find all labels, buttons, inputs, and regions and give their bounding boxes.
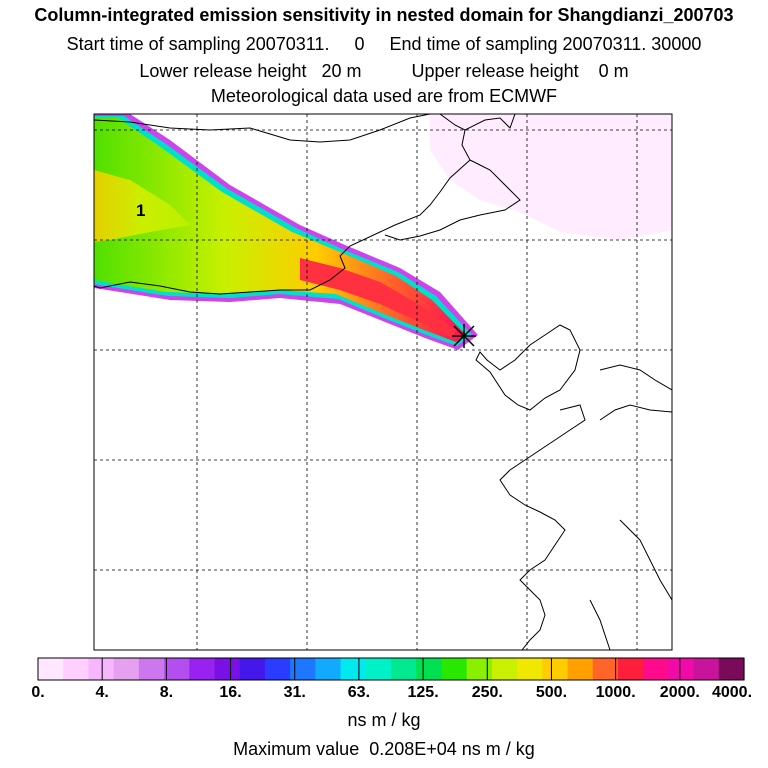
colorbar-swatch (416, 658, 443, 680)
colorbar-swatch (693, 658, 720, 680)
colorbar-tick-label: 8. (159, 684, 174, 701)
colorbar-tick-label: 125. (407, 684, 439, 701)
colorbar-swatch (290, 658, 316, 680)
colorbar-swatch (315, 658, 342, 680)
colorbar-swatch (643, 658, 669, 680)
colorbar-swatch (466, 658, 493, 680)
bay-coast-north (94, 114, 471, 295)
sampling-time-line: Start time of sampling 20070311. 0 End t… (66, 34, 702, 54)
colorbar-swatch (617, 658, 644, 680)
map-frame (93, 113, 673, 651)
background-sensitivity-region (430, 114, 672, 240)
colorbar-swatch (668, 658, 695, 680)
colorbar-frame (37, 657, 745, 681)
colorbar-tick-label: 63. (347, 684, 371, 701)
met-data-line: Meteorological data used are from ECMWF (210, 86, 558, 106)
colorbar-swatch (592, 658, 619, 680)
colorbar-swatch (138, 658, 165, 680)
coastlines (94, 114, 672, 650)
colorbar-tick-label: 2000. (659, 684, 700, 701)
colorbar-tick-label: 500. (535, 684, 568, 701)
colorbar-tick-label: 16. (219, 684, 242, 701)
colorbar-swatch (542, 658, 569, 680)
colorbar-swatch (340, 658, 367, 680)
plume-west-maximum (94, 170, 190, 242)
release-label: 1 (136, 201, 145, 220)
colorbar-units: ns m / kg (347, 710, 421, 730)
release-site-marker (452, 324, 476, 348)
colorbar-swatch (214, 658, 241, 680)
maximum-value-text: Maximum value 0.208E+04 ns m / kg (233, 739, 535, 759)
gulf-coast (384, 114, 521, 241)
colorbar-tick-label: 250. (471, 684, 503, 701)
colorbar-swatch (441, 658, 468, 680)
colorbar-swatch (113, 658, 140, 680)
colorbar-tick-label: 4000. (711, 684, 753, 701)
colorbar-swatch (164, 658, 190, 680)
colorbar-swatch (365, 658, 392, 680)
colorbar-swatch (88, 658, 115, 680)
colorbar (38, 658, 745, 680)
colorbar-tick-label: 31. (283, 684, 306, 701)
colorbar-swatch (63, 658, 90, 680)
colorbar-swatch (517, 658, 543, 680)
release-height-line: Lower release height 20 m Upper release … (139, 61, 629, 81)
southern-islands (589, 519, 672, 650)
graticule (94, 114, 672, 650)
east-coast (499, 404, 586, 650)
colorbar-tick-label: 4. (95, 684, 109, 701)
peninsula-coast (475, 324, 581, 411)
map-title: Column-integrated emission sensitivity i… (34, 5, 734, 25)
colorbar-tick-label: 1000. (595, 684, 636, 701)
map-field (94, 114, 672, 350)
colorbar-swatch (38, 658, 64, 680)
colorbar-swatch (567, 658, 594, 680)
colorbar-tick-label: 0. (31, 684, 45, 701)
colorbar-swatch (491, 658, 518, 680)
island-coast (599, 364, 672, 421)
colorbar-swatch (718, 658, 745, 680)
colorbar-swatch (239, 658, 266, 680)
colorbar-swatch (264, 658, 291, 680)
northern-border-line (94, 114, 431, 143)
colorbar-swatch (189, 658, 216, 680)
colorbar-swatch (391, 658, 417, 680)
